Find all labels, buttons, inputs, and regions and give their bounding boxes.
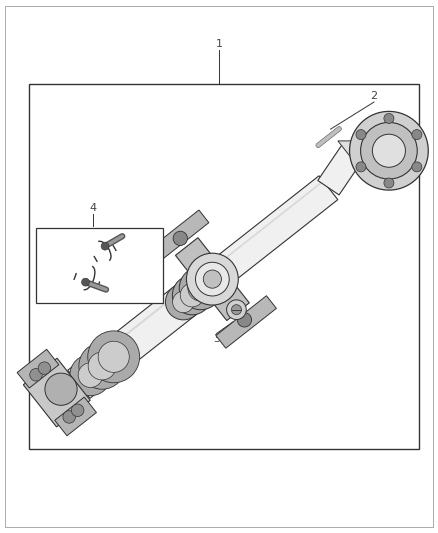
Circle shape — [360, 123, 417, 179]
Circle shape — [98, 341, 129, 373]
Circle shape — [88, 352, 116, 380]
Circle shape — [88, 331, 140, 383]
Circle shape — [195, 262, 229, 296]
Circle shape — [372, 134, 406, 167]
Polygon shape — [176, 238, 249, 320]
Circle shape — [30, 368, 42, 381]
Circle shape — [173, 231, 187, 246]
Circle shape — [187, 253, 238, 305]
Circle shape — [188, 276, 214, 301]
Polygon shape — [318, 143, 364, 195]
Polygon shape — [216, 296, 276, 348]
Circle shape — [412, 130, 422, 140]
Circle shape — [350, 111, 428, 190]
Polygon shape — [203, 176, 338, 291]
Circle shape — [180, 284, 204, 307]
Circle shape — [101, 242, 109, 250]
Polygon shape — [17, 349, 59, 388]
Circle shape — [173, 276, 212, 315]
Circle shape — [412, 162, 422, 172]
Circle shape — [173, 291, 194, 313]
Text: 2: 2 — [371, 91, 378, 101]
Circle shape — [237, 313, 251, 327]
Bar — [29, 84, 419, 449]
Circle shape — [384, 178, 394, 188]
Circle shape — [203, 270, 222, 288]
Polygon shape — [23, 358, 90, 427]
Circle shape — [356, 130, 366, 140]
Circle shape — [226, 300, 246, 319]
Polygon shape — [338, 141, 393, 160]
Circle shape — [79, 343, 125, 389]
Circle shape — [71, 404, 84, 417]
Text: 3: 3 — [213, 335, 220, 344]
Circle shape — [45, 373, 77, 405]
Circle shape — [63, 410, 75, 423]
Circle shape — [78, 363, 103, 387]
Polygon shape — [55, 397, 96, 436]
Circle shape — [38, 362, 51, 374]
Circle shape — [231, 305, 241, 314]
Text: 4: 4 — [90, 204, 97, 213]
Circle shape — [356, 162, 366, 172]
Circle shape — [70, 354, 111, 395]
Polygon shape — [148, 210, 209, 263]
Circle shape — [179, 267, 222, 310]
Polygon shape — [68, 265, 223, 398]
Text: 1: 1 — [215, 39, 223, 50]
Circle shape — [166, 284, 201, 320]
Bar — [36, 228, 163, 303]
Circle shape — [384, 114, 394, 124]
Circle shape — [81, 278, 89, 286]
